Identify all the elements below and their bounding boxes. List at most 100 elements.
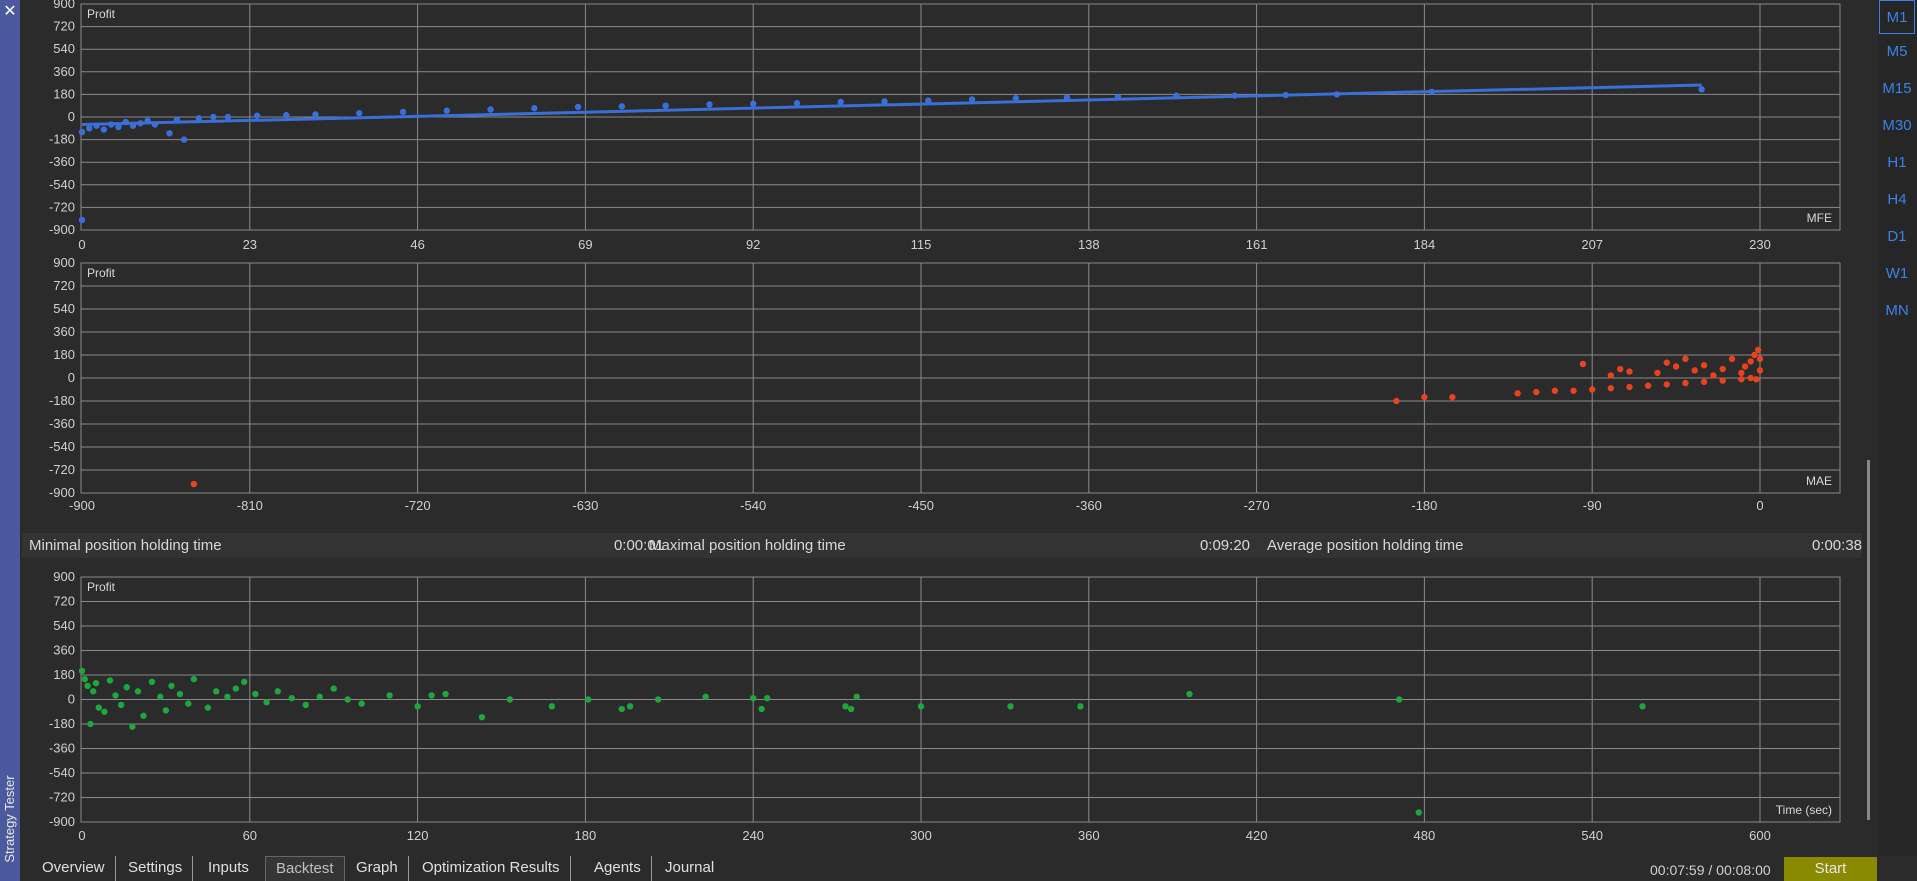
data-point bbox=[968, 96, 976, 103]
side-strip: ✕ Strategy Tester bbox=[0, 0, 20, 881]
data-point bbox=[180, 136, 188, 143]
x-tick-label: 240 bbox=[742, 828, 764, 843]
timeframe-m30[interactable]: M30 bbox=[1882, 117, 1912, 134]
data-point bbox=[86, 125, 93, 132]
data-point bbox=[1672, 363, 1680, 370]
tab-settings[interactable]: Settings bbox=[118, 856, 194, 881]
data-point bbox=[531, 105, 538, 112]
timeframe-m5[interactable]: M5 bbox=[1886, 43, 1908, 60]
data-point bbox=[837, 98, 844, 106]
x-tick-label: 184 bbox=[1414, 237, 1436, 252]
timeframe-w1[interactable]: W1 bbox=[1885, 265, 1909, 282]
data-point bbox=[129, 122, 137, 129]
x-axis-label: Time (sec) bbox=[1776, 803, 1832, 817]
data-point bbox=[1607, 372, 1615, 379]
data-point bbox=[1570, 387, 1577, 394]
data-point bbox=[1682, 379, 1689, 387]
x-tick-label: 300 bbox=[910, 828, 932, 843]
x-tick-label: 138 bbox=[1078, 237, 1100, 252]
data-point bbox=[283, 111, 290, 119]
data-point bbox=[750, 694, 757, 702]
data-point bbox=[750, 100, 757, 108]
y-tick-label: -180 bbox=[49, 716, 75, 731]
tab-journal[interactable]: Journal bbox=[665, 859, 715, 876]
x-tick-label: 69 bbox=[578, 237, 592, 252]
y-tick-label: 360 bbox=[53, 64, 75, 79]
data-point bbox=[144, 117, 151, 124]
data-point bbox=[358, 700, 365, 707]
data-point bbox=[224, 113, 232, 121]
data-point bbox=[1700, 378, 1708, 386]
series-label: MFE bbox=[1807, 211, 1832, 225]
timeframe-h4[interactable]: H4 bbox=[1887, 191, 1907, 208]
tab-backtest[interactable]: Backtest bbox=[265, 856, 345, 881]
y-tick-label: 540 bbox=[53, 41, 75, 56]
x-tick-label: 46 bbox=[410, 237, 424, 252]
data-point bbox=[1173, 92, 1180, 99]
data-point bbox=[1282, 91, 1289, 99]
y-tick-label: 720 bbox=[53, 19, 75, 34]
data-point bbox=[1691, 367, 1698, 374]
data-point bbox=[1231, 92, 1238, 99]
data-point bbox=[1654, 369, 1661, 377]
data-point bbox=[162, 707, 170, 714]
data-point bbox=[443, 107, 450, 114]
data-point bbox=[1753, 376, 1760, 383]
data-point bbox=[185, 700, 192, 707]
y-tick-label: -900 bbox=[49, 222, 75, 237]
data-point bbox=[252, 690, 259, 698]
data-point bbox=[288, 694, 295, 702]
data-point bbox=[853, 693, 860, 700]
x-tick-label: -360 bbox=[1076, 498, 1102, 513]
data-point bbox=[263, 699, 270, 706]
data-point bbox=[414, 703, 421, 710]
x-tick-label: 115 bbox=[911, 237, 932, 252]
data-point bbox=[204, 704, 212, 711]
vertical-scrollbar[interactable] bbox=[1867, 460, 1870, 820]
tab-optimization-results[interactable]: Optimization Results bbox=[412, 856, 571, 881]
data-point bbox=[140, 712, 147, 720]
x-tick-label: 420 bbox=[1246, 828, 1268, 843]
data-point bbox=[344, 696, 351, 703]
y-tick-label: 180 bbox=[53, 347, 75, 362]
data-point bbox=[137, 120, 144, 127]
timeframe-d1[interactable]: D1 bbox=[1887, 228, 1907, 245]
tab-overview[interactable]: Overview bbox=[32, 856, 116, 881]
data-point bbox=[1396, 696, 1403, 703]
timeframe-m15[interactable]: M15 bbox=[1882, 80, 1912, 97]
y-axis-label: Profit bbox=[87, 266, 116, 280]
y-tick-label: -540 bbox=[49, 439, 75, 454]
tab-inputs[interactable]: Inputs bbox=[208, 859, 249, 876]
tab-graph[interactable]: Graph bbox=[346, 856, 409, 881]
data-point bbox=[1719, 377, 1726, 384]
data-point bbox=[1007, 703, 1014, 710]
tab-agents[interactable]: Agents bbox=[584, 856, 652, 881]
timeframe-m1[interactable]: M1 bbox=[1879, 0, 1915, 34]
data-point bbox=[241, 678, 248, 686]
x-tick-label: -270 bbox=[1244, 498, 1270, 513]
data-point bbox=[1589, 386, 1596, 393]
data-point bbox=[925, 97, 932, 104]
data-point bbox=[129, 723, 136, 730]
data-point bbox=[232, 685, 240, 692]
data-point bbox=[1738, 369, 1745, 377]
data-point bbox=[1700, 362, 1708, 369]
data-point bbox=[442, 690, 449, 698]
data-point bbox=[1728, 355, 1736, 363]
start-button[interactable]: Start bbox=[1784, 857, 1877, 881]
x-tick-label: 60 bbox=[243, 828, 257, 843]
data-point bbox=[81, 675, 88, 683]
y-axis-label: Profit bbox=[87, 7, 116, 21]
data-point bbox=[1747, 374, 1754, 382]
close-icon[interactable]: ✕ bbox=[3, 3, 17, 20]
data-point bbox=[316, 693, 323, 700]
timeframe-mn[interactable]: MN bbox=[1885, 302, 1909, 319]
data-point bbox=[84, 682, 91, 690]
data-point bbox=[78, 128, 86, 136]
x-tick-label: 23 bbox=[243, 237, 257, 252]
data-point bbox=[1741, 363, 1749, 370]
timeframe-h1[interactable]: H1 bbox=[1887, 154, 1907, 171]
x-tick-label: 230 bbox=[1749, 237, 1771, 252]
x-tick-label: 600 bbox=[1749, 828, 1771, 843]
data-point bbox=[78, 216, 86, 224]
